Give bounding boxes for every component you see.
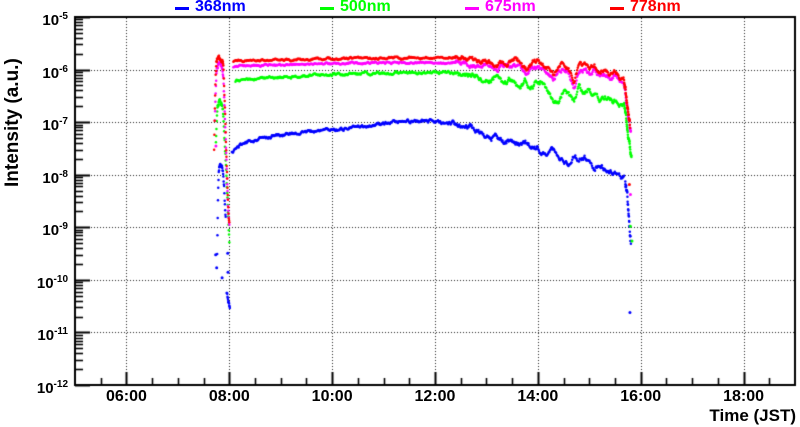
legend-swatch-778nm bbox=[610, 7, 624, 10]
legend-label: 778nm bbox=[630, 0, 681, 15]
x-tick-label: 06:00 bbox=[105, 388, 147, 405]
x-tick-label: 16:00 bbox=[620, 388, 662, 405]
legend-label: 675nm bbox=[485, 0, 536, 15]
y-tick-label: 10-7 bbox=[42, 116, 68, 135]
x-axis-title: Time (JST) bbox=[709, 406, 796, 425]
x-tick-label: 14:00 bbox=[517, 388, 559, 405]
y-tick-label: 10-11 bbox=[37, 326, 68, 345]
y-tick-label: 10-10 bbox=[36, 273, 68, 292]
legend-label: 500nm bbox=[340, 0, 391, 15]
legend-label: 368nm bbox=[195, 0, 246, 15]
y-tick-label: 10-6 bbox=[42, 63, 68, 82]
x-tick-label: 12:00 bbox=[414, 388, 456, 405]
x-tick-label: 08:00 bbox=[208, 388, 250, 405]
y-tick-label: 10-8 bbox=[42, 168, 68, 187]
legend-swatch-368nm bbox=[175, 7, 189, 10]
legend-swatch-500nm bbox=[320, 7, 334, 10]
y-tick-label: 10-9 bbox=[42, 221, 68, 240]
legend-swatch-675nm bbox=[465, 7, 479, 10]
y-tick-label: 10-5 bbox=[42, 11, 68, 29]
x-tick-label: 18:00 bbox=[723, 388, 765, 405]
x-tick-label: 10:00 bbox=[311, 388, 353, 405]
y-tick-label: 10-12 bbox=[36, 379, 68, 397]
